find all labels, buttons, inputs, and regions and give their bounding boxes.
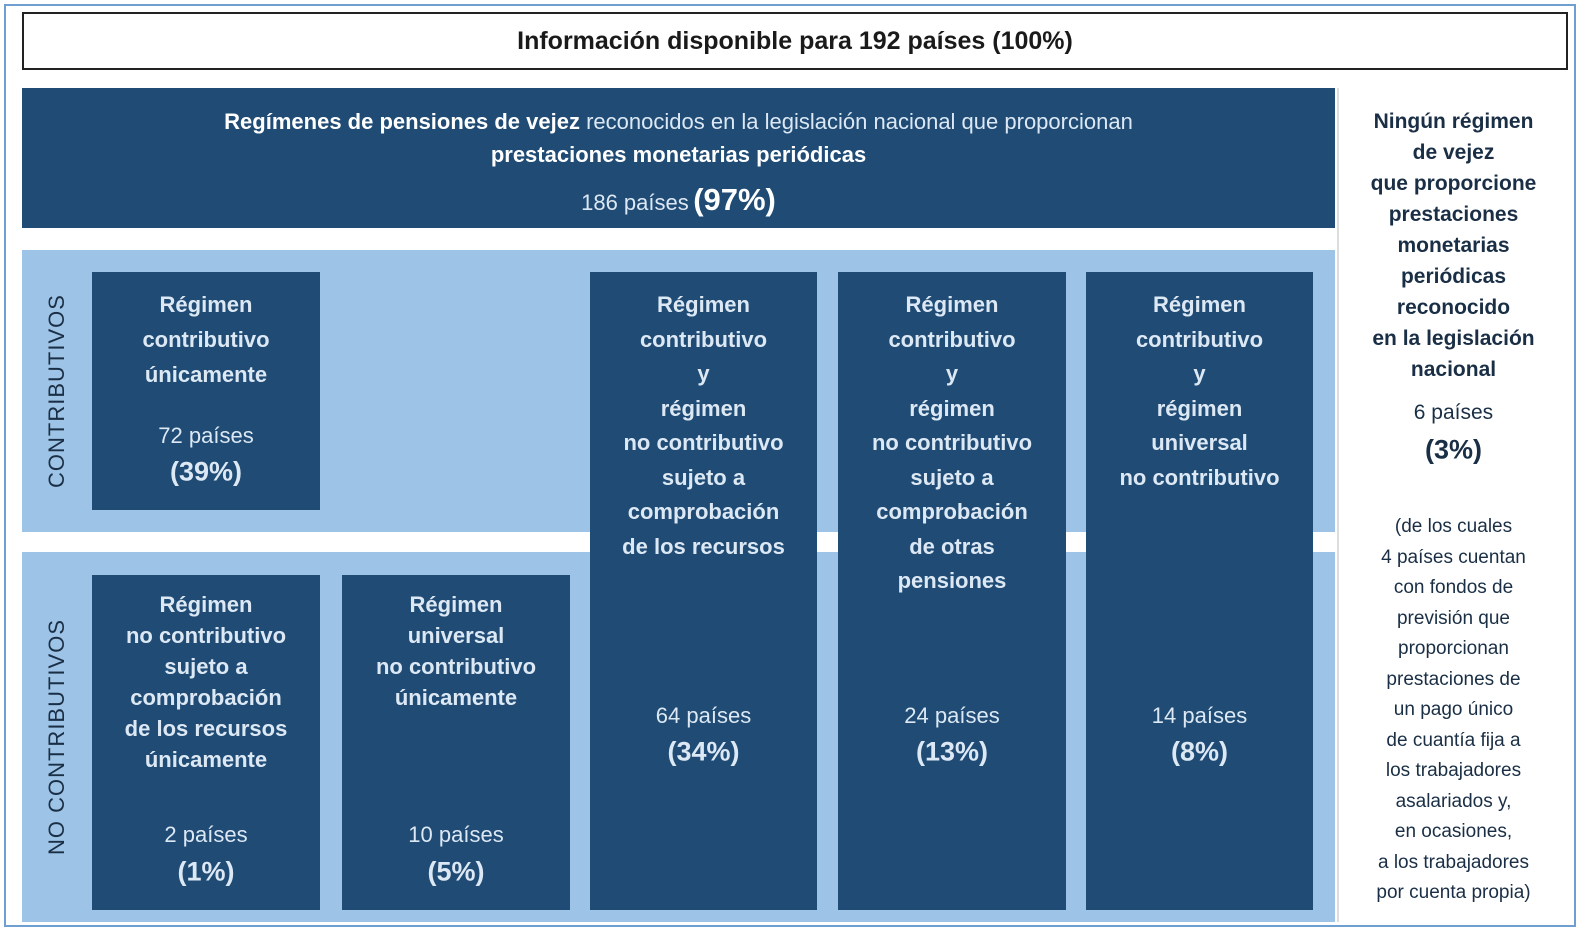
box-title-line: comprobación — [876, 499, 1028, 524]
box-count: 24 países — [904, 703, 1000, 728]
none-box: Ningún régimen de vejez que proporcione pre… — [1337, 88, 1568, 922]
scheme-box: Régimen no contributivo sujeto a comprobaci… — [92, 575, 320, 910]
header-pct: (97%) — [693, 182, 776, 217]
box-title-line: Régimen — [409, 592, 503, 617]
box-title-line: Régimen — [159, 292, 253, 317]
none-note-line: de cuantía fija a — [1386, 729, 1521, 751]
none-pct: (3%) — [1424, 434, 1482, 465]
box-title-line: Régimen — [1153, 292, 1246, 317]
box-title-line: y — [1193, 361, 1206, 386]
box-title-line: de los recursos — [124, 716, 288, 741]
header-normal: reconocidos en la legislación nacional q… — [579, 109, 1133, 134]
box-title-line: sujeto a — [164, 654, 248, 679]
box-pct: (13%) — [915, 736, 989, 767]
box-title-line: Régimen — [657, 292, 750, 317]
box-title-line: universal — [407, 623, 505, 648]
box-title-line: pensiones — [897, 568, 1007, 593]
box-title-line: comprobación — [130, 685, 282, 710]
box-title-line: no contributivo — [871, 430, 1033, 455]
side-label: CONTRIBUTIVOS — [44, 294, 69, 488]
box-title-line: no contributivo — [125, 623, 287, 648]
box-title-line: sujeto a — [910, 464, 994, 490]
none-title-line: prestaciones — [1388, 203, 1519, 226]
box-title-line: únicamente — [394, 685, 518, 710]
none-count: 6 países — [1413, 401, 1494, 424]
scheme-box: Régimen contributivo y régimen no contributi… — [838, 272, 1066, 910]
box-title-line: sujeto a — [661, 464, 746, 490]
box-title-line: y — [945, 361, 959, 386]
header-bold2: prestaciones monetarias periódicas — [490, 142, 867, 167]
frame — [4, 4, 1576, 927]
none-note-line: en ocasiones, — [1394, 821, 1513, 842]
box-pct: (5%) — [427, 856, 485, 887]
none-note-line: asalariados y, — [1395, 790, 1512, 812]
box-count: 2 países — [164, 822, 248, 847]
scheme-box: Régimen contributivo y régimen universal no c… — [1086, 272, 1313, 910]
box-title-line: no contributivo — [623, 430, 784, 455]
box-title-line: Régimen — [159, 592, 253, 617]
title: Información disponible para 192 países (… — [22, 12, 1568, 70]
none-title-line: Ningún régimen — [1373, 110, 1534, 133]
box-title-line: Régimen — [905, 292, 999, 317]
none-title-line: nacional — [1410, 358, 1497, 381]
box-title-line: de los recursos — [622, 533, 785, 559]
none-note-line: por cuenta propia) — [1376, 882, 1531, 903]
box-title-line: contributivo — [1135, 326, 1264, 352]
box-pct: (39%) — [169, 456, 243, 487]
box-title-line: únicamente — [144, 747, 268, 772]
header-bold: Regímenes de pensiones de vejez — [224, 109, 580, 134]
box-title-line: régimen — [1156, 395, 1243, 421]
none-note-line: con fondos de — [1393, 577, 1514, 598]
box-count: 72 países — [158, 423, 254, 448]
none-title-line: monetarias — [1397, 234, 1510, 257]
box-title-line: régimen — [660, 395, 747, 421]
header-count: 186 países — [581, 190, 689, 215]
box-title-line: comprobación — [627, 499, 780, 524]
none-note-line: un pago único — [1393, 699, 1514, 720]
none-title-line: que proporcione — [1370, 172, 1537, 195]
header-line: Regímenes de pensiones de vejez reconoci… — [22, 109, 1335, 135]
box-title-line: universal — [1151, 430, 1248, 455]
none-note-line: prestaciones de — [1386, 668, 1521, 690]
box-count: 64 países — [655, 703, 752, 728]
box-title-line: de otras — [909, 533, 995, 559]
scheme-box: Régimen contributivo y régimen no contributi… — [590, 272, 817, 910]
none-title-line: periódicas — [1400, 265, 1507, 288]
box-title-line: contributivo — [888, 326, 1016, 352]
box-title-line: contributivo — [142, 327, 270, 352]
box-title-line: y — [697, 361, 710, 386]
box-title-line: no contributivo — [1119, 464, 1280, 490]
header-count-line: 186 países (97%) — [22, 182, 1335, 218]
box-title-line: régimen — [909, 395, 995, 421]
box-count: 14 países — [1151, 703, 1248, 728]
box-title-line: no contributivo — [375, 654, 537, 679]
none-note-line: proporcionan — [1398, 638, 1509, 659]
none-title-line: de vejez — [1412, 141, 1495, 164]
none-note-line: (de los cuales — [1394, 516, 1513, 537]
side-label: NO CONTRIBUTIVOS — [44, 618, 69, 856]
none-title-line: en la legislación — [1372, 327, 1535, 350]
header: Regímenes de pensiones de vejez reconoci… — [22, 88, 1335, 228]
box-pct: (1%) — [177, 856, 235, 887]
none-note-line: los trabajadores — [1385, 760, 1522, 781]
none-note-line: a los trabajadores — [1377, 851, 1530, 873]
none-note-line: 4 países cuentan — [1381, 546, 1526, 568]
scheme-box: Régimen universal no contributivo únicament… — [342, 575, 570, 910]
none-title-line: reconocido — [1396, 296, 1511, 319]
box-title-line: contributivo — [639, 326, 768, 352]
box-pct: (8%) — [1170, 736, 1228, 767]
scheme-box: Régimen contributivo únicamente 72 países (3… — [92, 272, 320, 510]
box-title-line: únicamente — [144, 362, 268, 387]
box-pct: (34%) — [667, 736, 740, 767]
box-count: 10 países — [408, 822, 504, 847]
none-note-line: previsión que — [1396, 607, 1511, 629]
